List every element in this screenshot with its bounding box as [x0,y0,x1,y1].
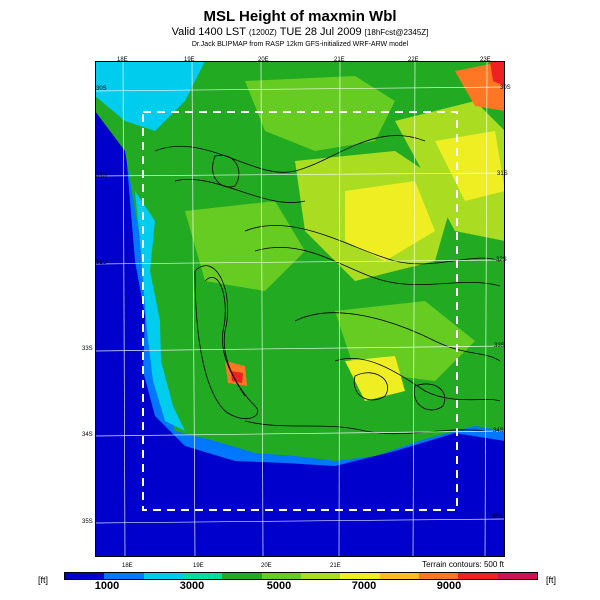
colorbar-unit-left: [ft] [38,575,49,585]
map-frame [95,61,505,557]
colorbar-swatch [182,573,223,579]
subtitle-utc-time: (1200Z) [248,28,277,37]
land-peak-red [490,61,505,86]
colorbar-swatch [497,573,537,579]
lat-label-right: 30S [500,85,511,91]
colorbar-tick-label: 1000 [94,580,120,592]
lon-label-bottom: 21E [330,563,341,569]
colorbar-swatch [261,573,301,579]
map-canvas [95,61,505,557]
graticule [95,61,505,557]
colorbar-swatch [104,573,144,579]
lat-label-left: 32S [96,260,107,266]
lon-label-top: 23E [480,57,491,63]
lon-label-top: 18E [117,57,128,63]
mountain-red [231,371,243,383]
lat-label-right: 35S [492,514,503,520]
lon-label-top: 21E [334,57,345,63]
map-subtitle: Valid 1400 LST (1200Z) TUE 28 Jul 2009 [… [0,26,600,39]
colorbar-swatch [143,573,183,579]
colorbar-unit-right: [ft] [546,575,557,585]
terrain-contour-note: Terrain contours: 500 ft [422,560,504,569]
lat-label-right: 34S [493,428,504,434]
lon-label-top: 19E [184,57,195,63]
lat-label-left: 31S [96,173,107,179]
subtitle-valid-time: Valid 1400 LST [171,26,246,38]
map-credit: Dr.Jack BLIPMAP from RASP 12km GFS-initi… [191,41,409,48]
colorbar-swatch [222,573,262,579]
colorbar-swatch [300,573,341,579]
subtitle-date: TUE 28 Jul 2009 [279,26,362,38]
land-high-c [345,356,405,401]
colorbar-tick-label: 5000 [266,580,292,592]
land-mid-a [245,76,395,151]
colorbar-swatch [418,573,459,579]
lat-label-right: 31S [497,171,508,177]
land-mid-b [185,201,305,291]
colorbar-swatch [340,573,380,579]
colorbar-tick-label: 7000 [351,580,377,592]
lon-label-bottom: 18E [122,563,133,569]
lat-label-left: 33S [82,346,93,352]
coastal-band [135,191,185,431]
colorbar-swatch [379,573,419,579]
lon-label-top: 20E [258,57,269,63]
lat-label-right: 32S [496,257,507,263]
inner-domain-box [142,111,458,511]
lon-label-top: 22E [408,57,419,63]
map-border [95,61,505,557]
colorbar-swatch [458,573,498,579]
subtitle-forecast: [18hFcst@2345Z] [364,28,429,37]
lat-label-left: 30S [96,86,107,92]
colorbar-swatch [65,573,105,579]
lat-label-left: 35S [82,519,93,525]
lon-label-bottom: 20E [261,563,272,569]
colorbar [64,572,538,580]
land-high-a [345,181,435,261]
coastal-band-north [95,61,205,131]
lat-label-left: 34S [82,432,93,438]
map-title: MSL Height of maxmin Wbl [203,8,397,25]
colorbar-tick-label: 3000 [179,580,205,592]
lon-label-bottom: 19E [193,563,204,569]
lat-label-right: 33S [494,343,505,349]
land-high-b [435,131,505,201]
colorbar-tick-label: 9000 [436,580,462,592]
